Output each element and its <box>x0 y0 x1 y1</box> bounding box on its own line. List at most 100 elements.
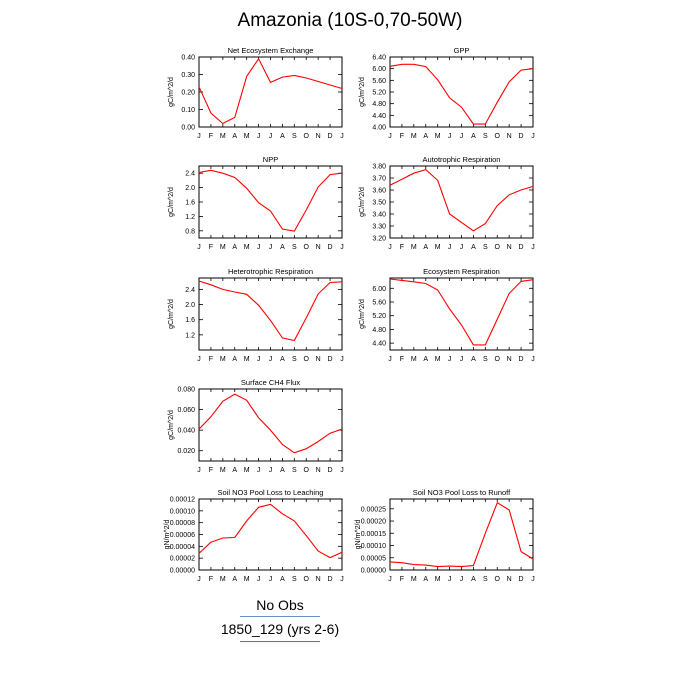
y-tick-label: 2.0 <box>185 302 195 309</box>
y-tick-label: 3.40 <box>372 212 386 219</box>
series-line <box>389 63 534 125</box>
y-tick-label: 0.040 <box>177 428 195 435</box>
y-tick-label: 0.00004 <box>170 544 195 551</box>
x-tick-label: A <box>280 467 285 474</box>
x-tick-label: N <box>507 244 512 251</box>
y-tick-label: 2.4 <box>185 171 195 178</box>
x-tick-label: J <box>340 356 344 363</box>
x-tick-label: M <box>244 576 250 583</box>
x-tick-label: F <box>209 576 213 583</box>
x-tick-label: J <box>448 133 452 140</box>
y-tick-label: 0.020 <box>177 448 195 455</box>
x-tick-label: F <box>400 133 404 140</box>
y-tick-label: 3.80 <box>372 164 386 171</box>
x-tick-label: J <box>460 133 464 140</box>
y-tick-label: 0.8 <box>185 228 195 235</box>
x-tick-label: D <box>328 356 333 363</box>
plot-frame <box>198 56 343 128</box>
x-tick-label: D <box>328 133 333 140</box>
y-tick-label: 1.6 <box>185 200 195 207</box>
x-tick-label: J <box>257 133 261 140</box>
x-tick-label: N <box>316 244 321 251</box>
x-tick-label: J <box>388 244 392 251</box>
chart-title: Surface CH4 Flux <box>241 378 300 387</box>
y-tick-label: 0.00000 <box>361 568 386 575</box>
x-tick-label: A <box>423 244 428 251</box>
x-tick-label: M <box>220 356 226 363</box>
y-tick-label: 3.50 <box>372 200 386 207</box>
x-tick-label: M <box>435 576 441 583</box>
series-line <box>389 168 534 232</box>
x-tick-label: D <box>519 356 524 363</box>
x-tick-label: O <box>495 244 501 251</box>
chart-title: Autotrophic Respiration <box>423 155 501 164</box>
x-tick-label: S <box>292 356 297 363</box>
y-axis-label: gN/m^2/d <box>164 520 171 550</box>
x-tick-label: F <box>400 244 404 251</box>
chart-title: Ecosystem Respiration <box>423 267 500 276</box>
plot-frame <box>389 277 534 351</box>
x-tick-label: A <box>423 576 428 583</box>
x-tick-label: M <box>244 244 250 251</box>
y-tick-label: 0.10 <box>181 107 195 114</box>
series-line <box>198 393 343 454</box>
x-tick-label: A <box>232 244 237 251</box>
y-axis-label: gC/m^2/d <box>168 299 175 329</box>
x-tick-label: J <box>197 356 201 363</box>
legend-model-label: 1850_129 (yrs 2-6) <box>220 621 340 637</box>
x-tick-label: S <box>483 356 488 363</box>
x-tick-label: A <box>280 133 285 140</box>
y-tick-label: 0.00025 <box>361 506 386 513</box>
y-tick-label: 0.00006 <box>170 532 195 539</box>
x-tick-label: F <box>209 467 213 474</box>
x-tick-label: D <box>328 467 333 474</box>
x-tick-label: S <box>292 133 297 140</box>
x-tick-label: M <box>220 244 226 251</box>
x-tick-label: S <box>483 576 488 583</box>
x-tick-label: M <box>220 467 226 474</box>
y-tick-label: 1.2 <box>185 332 195 339</box>
y-axis-label: gC/m^2/d <box>359 77 366 107</box>
y-tick-label: 3.30 <box>372 224 386 231</box>
series-line <box>198 280 343 342</box>
y-tick-label: 3.20 <box>372 236 386 243</box>
x-tick-label: O <box>304 133 310 140</box>
plot-frame <box>198 165 343 239</box>
y-tick-label: 0.00012 <box>170 497 195 504</box>
x-tick-label: J <box>531 576 535 583</box>
x-tick-label: J <box>448 576 452 583</box>
y-axis-label: gC/m^2/d <box>168 77 175 107</box>
legend-obs-label: No Obs <box>256 597 304 613</box>
y-tick-label: 0.00005 <box>361 555 386 562</box>
x-tick-label: M <box>411 576 417 583</box>
y-tick-label: 1.2 <box>185 214 195 221</box>
y-tick-label: 6.00 <box>372 286 386 293</box>
x-tick-label: A <box>280 576 285 583</box>
x-tick-label: S <box>292 467 297 474</box>
y-tick-label: 0.00000 <box>170 568 195 575</box>
y-tick-label: 2.4 <box>185 287 195 294</box>
chart-title: Heterotrophic Respiration <box>228 267 313 276</box>
x-tick-label: J <box>269 244 273 251</box>
x-tick-label: J <box>448 244 452 251</box>
x-tick-label: O <box>304 576 310 583</box>
x-tick-label: N <box>507 576 512 583</box>
x-tick-label: A <box>280 244 285 251</box>
y-tick-label: 0.00 <box>181 125 195 132</box>
y-tick-label: 0.060 <box>177 407 195 414</box>
x-tick-label: M <box>220 133 226 140</box>
y-tick-label: 0.00020 <box>361 519 386 526</box>
y-tick-label: 4.00 <box>372 125 386 132</box>
y-tick-label: 6.40 <box>372 55 386 62</box>
y-tick-label: 1.6 <box>185 317 195 324</box>
y-tick-label: 5.20 <box>372 90 386 97</box>
x-tick-label: A <box>471 133 476 140</box>
y-tick-label: 2.0 <box>185 185 195 192</box>
x-tick-label: M <box>244 133 250 140</box>
x-tick-label: F <box>209 133 213 140</box>
x-tick-label: O <box>304 244 310 251</box>
